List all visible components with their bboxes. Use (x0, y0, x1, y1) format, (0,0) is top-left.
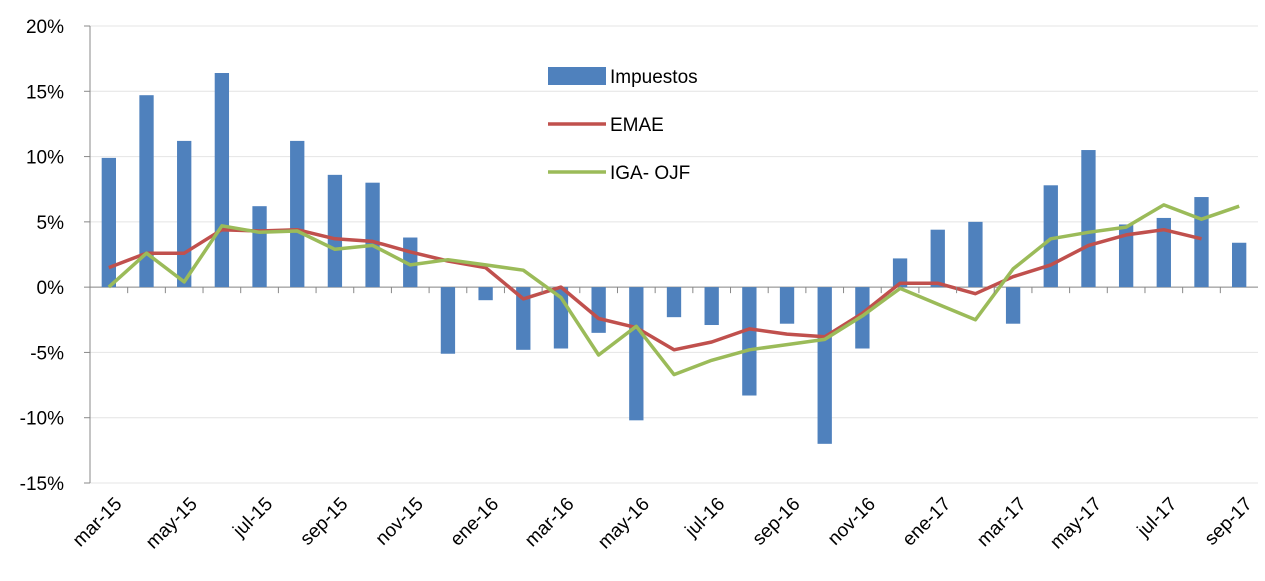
x-tick-label: nov-16 (824, 494, 880, 550)
bar (440, 287, 456, 354)
bar (629, 287, 644, 421)
x-tick-label: sep-16 (749, 494, 805, 550)
bar (214, 73, 230, 288)
bar (591, 287, 606, 333)
line (107, 203, 1240, 377)
legend-label: Impuestos (610, 67, 698, 88)
bar (139, 95, 154, 288)
bar (1232, 242, 1247, 288)
x-tick-label: mar-17 (973, 494, 1030, 551)
bar (1118, 224, 1134, 288)
bar (478, 287, 493, 301)
bar (1081, 150, 1096, 288)
bar (817, 287, 832, 444)
bar (968, 221, 983, 288)
bar (892, 258, 908, 288)
x-tick-label: mar-15 (69, 494, 126, 551)
y-tick-label: -5% (30, 343, 64, 364)
bar (742, 287, 757, 396)
bar (290, 140, 305, 288)
x-tick-label: jul-17 (1133, 494, 1181, 542)
legend-swatch (548, 67, 606, 85)
bar (704, 287, 719, 326)
x-tick-label: sep-17 (1201, 494, 1257, 550)
x-tick-label: mar-16 (521, 494, 578, 551)
x-tick-label: ene-17 (899, 494, 956, 551)
y-tick-label: 0% (37, 278, 65, 299)
y-tick-label: 10% (26, 148, 64, 169)
x-tick-label: may-15 (142, 494, 202, 554)
x-tick-label: jul-16 (681, 494, 729, 542)
bar (252, 206, 267, 288)
x-tick-label: sep-15 (297, 494, 353, 550)
y-tick-label: 15% (26, 82, 64, 103)
bar (365, 182, 380, 288)
bar (1005, 287, 1021, 324)
legend-label: IGA- OJF (610, 163, 690, 184)
x-tick-label: may-16 (594, 494, 654, 554)
x-tick-label: jul-15 (229, 494, 277, 542)
y-tick-label: -15% (20, 474, 64, 495)
y-tick-label: -10% (20, 409, 64, 430)
legend-label: EMAE (610, 115, 664, 136)
bar (666, 287, 682, 318)
x-tick-label: nov-15 (372, 494, 428, 550)
bar (516, 287, 531, 350)
bar (779, 287, 795, 324)
x-tick-label: may-17 (1046, 494, 1106, 554)
x-tick-label: ene-16 (446, 494, 503, 551)
bar (1156, 217, 1171, 288)
y-tick-label: 20% (26, 17, 64, 38)
bar (930, 229, 945, 288)
bar (177, 140, 192, 288)
bar (101, 157, 116, 288)
bar (327, 174, 343, 288)
y-tick-label: 5% (37, 213, 65, 234)
bar (1194, 197, 1209, 288)
